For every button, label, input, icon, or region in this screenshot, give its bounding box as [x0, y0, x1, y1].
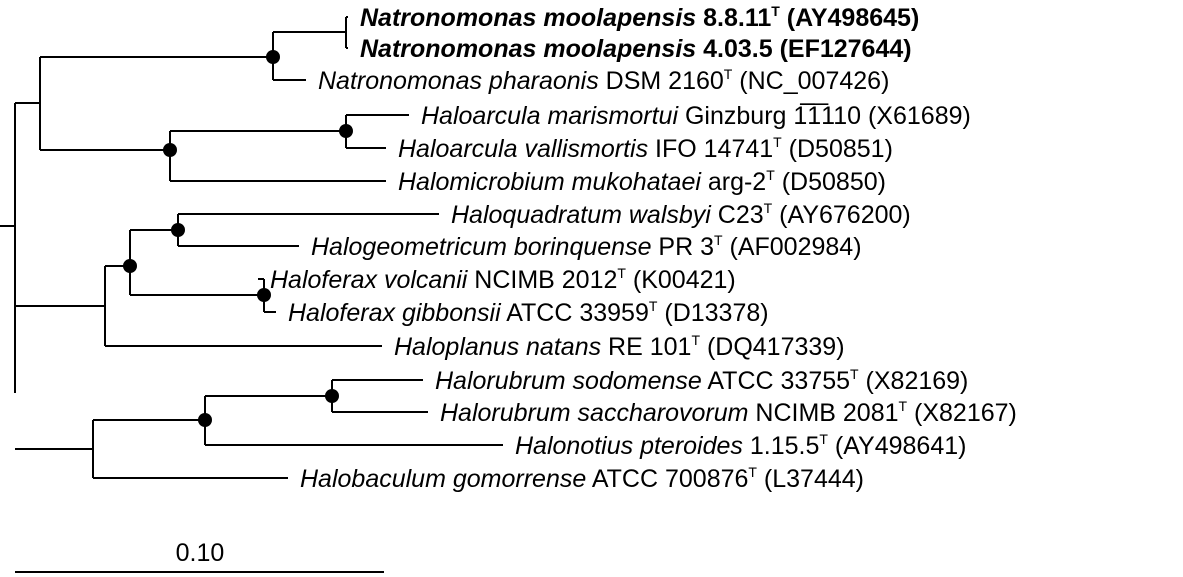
- species-name: Halomicrobium mukohataei: [398, 168, 702, 196]
- taxon-label: Halogeometricum borinquense PR 3T (AF002…: [311, 232, 862, 261]
- type-strain-marker: T: [748, 464, 757, 480]
- species-name: Haloarcula marismortui: [421, 102, 679, 130]
- type-strain-marker: T: [617, 265, 626, 281]
- accession-number: (DQ417339): [700, 333, 845, 361]
- strain-name: Ginzburg 1̅̅1̅110: [678, 102, 861, 130]
- tree-branches: [0, 16, 503, 479]
- type-strain-marker: T: [771, 3, 780, 19]
- bootstrap-node: [266, 50, 280, 64]
- strain-name: PR 3: [651, 233, 714, 261]
- accession-number: (AF002984): [723, 233, 862, 261]
- strain-name: 4.03.5: [696, 35, 773, 63]
- species-name: Halorubrum sodomense: [435, 367, 702, 395]
- bootstrap-nodes: [123, 50, 353, 427]
- taxon-label: Haloferax gibbonsii ATCC 33959T (D13378): [288, 298, 769, 327]
- strain-name: 1.15.5: [743, 432, 819, 460]
- taxon-label: Halorubrum saccharovorum NCIMB 2081T (X8…: [440, 398, 1017, 427]
- strain-name: 8.8.11: [696, 4, 771, 32]
- accession-number: (X82167): [907, 399, 1017, 427]
- taxon-label: Haloferax volcanii NCIMB 2012T (K00421): [270, 265, 736, 294]
- type-strain-marker: T: [899, 398, 908, 414]
- strain-name: C23: [711, 201, 764, 229]
- taxon-label: Haloarcula vallismortis IFO 14741T (D508…: [398, 134, 893, 163]
- species-name: Natronomonas pharaonis: [318, 67, 599, 95]
- species-name: Haloquadratum walsbyi: [451, 201, 712, 229]
- taxon-label: Haloquadratum walsbyi C23T (AY676200): [451, 200, 911, 229]
- taxon-label: Halomicrobium mukohataei arg-2T (D50850): [398, 167, 886, 196]
- strain-name: DSM 2160: [599, 67, 724, 95]
- strain-name: ATCC 33959: [501, 299, 649, 327]
- type-strain-marker: T: [773, 134, 782, 150]
- bootstrap-node: [123, 259, 137, 273]
- taxon-label: Haloplanus natans RE 101T (DQ417339): [394, 332, 845, 361]
- strain-name: NCIMB 2012: [467, 266, 617, 294]
- bootstrap-node: [198, 413, 212, 427]
- bootstrap-node: [257, 288, 271, 302]
- accession-number: (AY498641): [828, 432, 967, 460]
- species-name: Natronomonas moolapensis: [360, 4, 696, 32]
- accession-number: (AY498645): [780, 4, 919, 32]
- accession-number: (EF127644): [773, 35, 912, 63]
- type-strain-marker: T: [691, 332, 700, 348]
- bootstrap-node: [325, 389, 339, 403]
- type-strain-marker: T: [850, 366, 859, 382]
- species-name: Natronomonas moolapensis: [360, 35, 696, 63]
- accession-number: (D13378): [657, 299, 768, 327]
- taxon-label: Halobaculum gomorrense ATCC 700876T (L37…: [300, 464, 864, 493]
- accession-number: (NC_007426): [732, 67, 889, 95]
- accession-number: (X82169): [859, 367, 969, 395]
- strain-name: ATCC 700876: [586, 465, 748, 493]
- species-name: Haloarcula vallismortis: [398, 135, 648, 163]
- taxon-label: Natronomonas moolapensis 4.03.5 (EF12764…: [360, 35, 912, 63]
- taxon-labels: Natronomonas moolapensis 8.8.11T (AY4986…: [270, 3, 1017, 493]
- type-strain-marker: T: [724, 66, 733, 82]
- accession-number: (D50851): [782, 135, 893, 163]
- strain-name: ATCC 33755: [702, 367, 850, 395]
- species-name: Haloferax volcanii: [270, 266, 469, 294]
- type-strain-marker: T: [649, 298, 658, 314]
- scale-bar: 0.10: [15, 539, 384, 573]
- type-strain-marker: T: [714, 232, 723, 248]
- taxon-label: Haloarcula marismortui Ginzburg 1̅̅1̅110…: [421, 102, 971, 130]
- accession-number: (X61689): [861, 102, 971, 130]
- species-name: Halorubrum saccharovorum: [440, 399, 748, 427]
- bootstrap-node: [339, 124, 353, 138]
- bootstrap-node: [171, 223, 185, 237]
- type-strain-marker: T: [766, 167, 775, 183]
- type-strain-marker: T: [819, 431, 828, 447]
- scale-bar-label: 0.10: [176, 539, 225, 567]
- species-name: Halogeometricum borinquense: [311, 233, 651, 261]
- taxon-label: Halorubrum sodomense ATCC 33755T (X82169…: [435, 366, 968, 395]
- species-name: Haloferax gibbonsii: [288, 299, 502, 327]
- accession-number: (D50850): [775, 168, 886, 196]
- accession-number: (K00421): [626, 266, 736, 294]
- species-name: Halobaculum gomorrense: [300, 465, 586, 493]
- type-strain-marker: T: [764, 200, 773, 216]
- species-name: Haloplanus natans: [394, 333, 601, 361]
- strain-name: NCIMB 2081: [748, 399, 898, 427]
- taxon-label: Halonotius pteroides 1.15.5T (AY498641): [515, 431, 966, 460]
- strain-name: IFO 14741: [648, 135, 773, 163]
- accession-number: (L37444): [757, 465, 864, 493]
- strain-name: arg-2: [701, 168, 766, 196]
- accession-number: (AY676200): [772, 201, 911, 229]
- species-name: Halonotius pteroides: [515, 432, 743, 460]
- bootstrap-node: [163, 143, 177, 157]
- strain-name: RE 101: [601, 333, 691, 361]
- taxon-label: Natronomonas pharaonis DSM 2160T (NC_007…: [318, 66, 889, 95]
- taxon-label: Natronomonas moolapensis 8.8.11T (AY4986…: [360, 3, 919, 32]
